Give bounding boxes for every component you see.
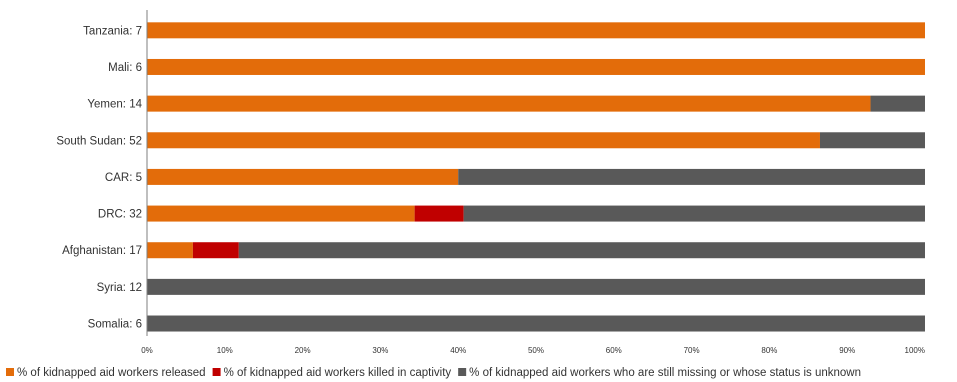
bar-drc-32-series-2: [414, 205, 464, 222]
category-label-afghanistan-17: Afghanistan: 17: [62, 245, 142, 257]
legend-label-1: % of kidnapped aid workers released: [17, 367, 206, 379]
x-tick-label-100: 100%: [905, 346, 925, 355]
bar-somalia-6-series-3: [147, 315, 925, 332]
category-label-drc-32: DRC: 32: [98, 209, 142, 221]
x-tick-label-90: 90%: [839, 346, 855, 355]
category-label-yemen-14: Yemen: 14: [87, 99, 142, 111]
category-label-mali-6: Mali: 6: [108, 62, 142, 74]
x-tick-label-10: 10%: [217, 346, 233, 355]
legend: % of kidnapped aid workers released % of …: [6, 367, 861, 379]
x-tick-label-30: 30%: [372, 346, 388, 355]
bar-car-5-series-1: [147, 168, 459, 185]
bars-layer: [147, 22, 926, 332]
bar-afghanistan-17-series-3: [238, 242, 926, 259]
bar-car-5-series-3: [458, 168, 925, 185]
category-label-somalia-6: Somalia: 6: [88, 319, 142, 331]
bar-drc-32-series-1: [147, 205, 415, 222]
bar-drc-32-series-3: [463, 205, 925, 222]
bar-mali-6-series-1: [147, 58, 925, 75]
category-label-syria-12: Syria: 12: [97, 282, 142, 294]
x-tick-label-50: 50%: [528, 346, 544, 355]
x-tick-label-60: 60%: [606, 346, 622, 355]
x-tick-label-70: 70%: [684, 346, 700, 355]
x-tick-label-40: 40%: [450, 346, 466, 355]
bar-south-sudan-52-series-1: [147, 132, 820, 149]
x-axis-tick-labels: 0% 10% 20% 30% 40% 50% 60% 70% 80% 90% 100%: [141, 346, 925, 355]
bar-yemen-14-series-1: [147, 95, 871, 112]
x-tick-label-0: 0%: [141, 346, 153, 355]
legend-item-3: % of kidnapped aid workers who are still…: [458, 367, 861, 379]
legend-item-1: % of kidnapped aid workers released: [6, 367, 206, 379]
legend-swatch-2: [212, 368, 221, 376]
bar-afghanistan-17-series-2: [192, 242, 239, 259]
x-tick-label-20: 20%: [295, 346, 311, 355]
bar-south-sudan-52-series-3: [819, 132, 925, 149]
legend-label-3: % of kidnapped aid workers who are still…: [469, 367, 861, 379]
category-label-south-sudan-52: South Sudan: 52: [56, 135, 142, 147]
category-label-tanzania-7: Tanzania: 7: [83, 25, 142, 37]
x-tick-label-80: 80%: [761, 346, 777, 355]
legend-item-2: % of kidnapped aid workers killed in cap…: [212, 367, 452, 379]
bar-tanzania-7-series-1: [147, 22, 925, 39]
bar-syria-12-series-3: [147, 278, 925, 295]
category-labels: Tanzania: 7 Mali: 6 Yemen: 14 South Sudan: …: [56, 25, 142, 330]
legend-label-2: % of kidnapped aid workers killed in cap…: [224, 367, 452, 379]
category-label-car-5: CAR: 5: [105, 172, 142, 184]
legend-swatch-3: [458, 368, 467, 376]
bar-yemen-14-series-3: [870, 95, 925, 112]
legend-swatch-1: [6, 368, 14, 376]
bar-afghanistan-17-series-1: [147, 242, 193, 259]
